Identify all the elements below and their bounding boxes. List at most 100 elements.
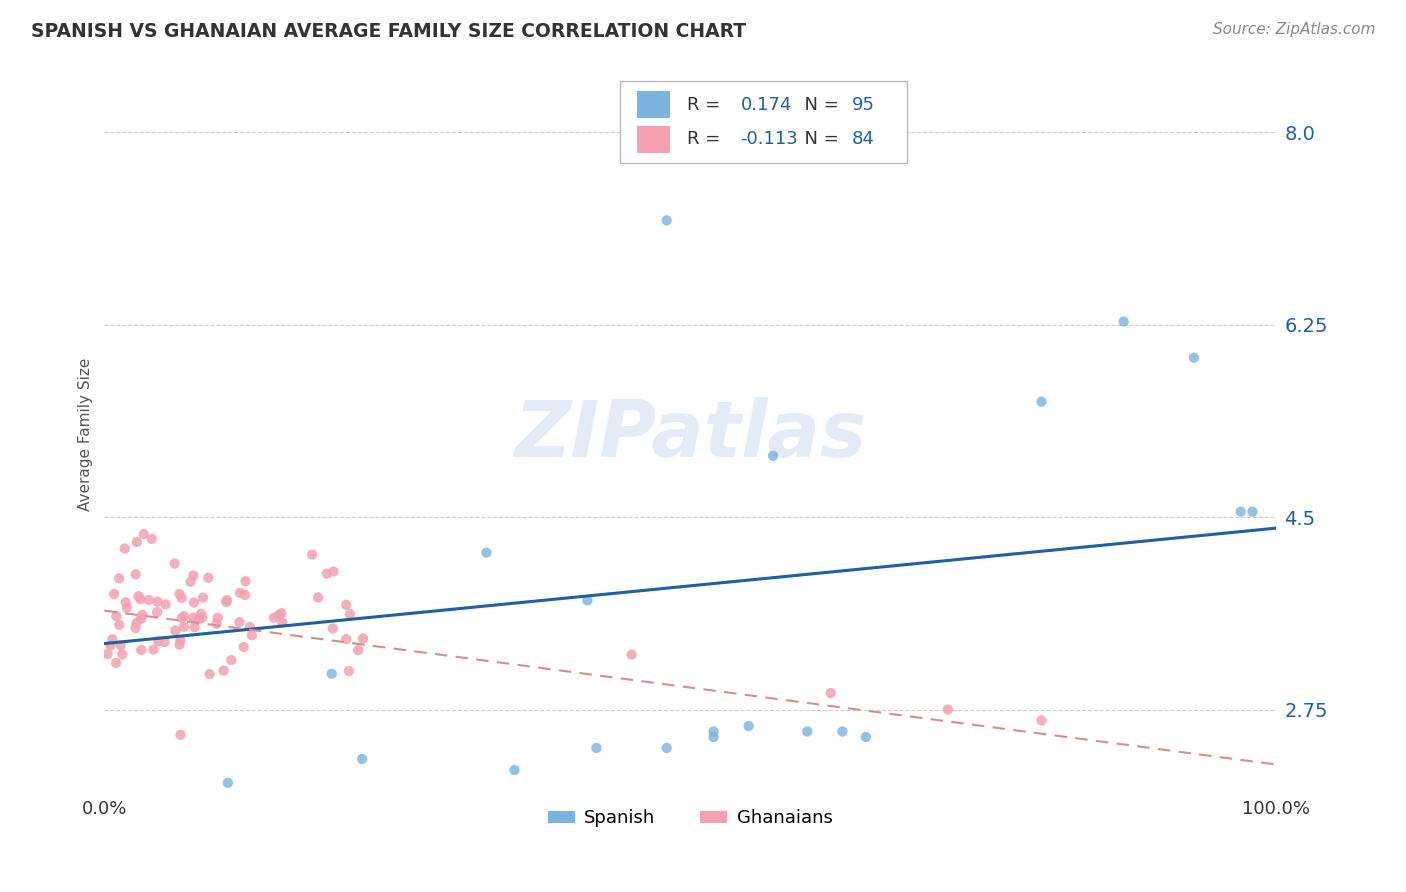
Point [235,574,257,589]
Point [96,647,118,661]
Point [307,591,329,605]
Point [190,607,212,621]
Point [183,620,205,634]
Point [229,586,252,600]
Point [103,587,125,601]
Point [703,730,725,744]
Point [267,608,290,623]
Point [111,648,134,662]
Point [205,616,228,631]
Text: R =: R = [686,95,725,114]
Text: N =: N = [793,95,845,114]
Point [576,593,599,607]
Point [321,666,343,681]
Point [163,557,186,571]
Point [129,643,152,657]
Point [131,607,153,622]
Point [207,611,229,625]
Point [146,605,169,619]
Point [271,615,294,630]
Point [169,587,191,601]
Point [1112,314,1135,328]
Point [183,595,205,609]
Y-axis label: Average Family Size: Average Family Size [79,358,93,511]
Point [183,611,205,625]
Point [169,638,191,652]
Point [655,741,678,756]
Point [335,632,357,647]
Point [183,568,205,582]
Point [655,213,678,227]
Point [129,612,152,626]
Point [191,610,214,624]
Point [215,593,238,607]
Text: 0.174: 0.174 [741,95,792,114]
Point [1229,505,1251,519]
FancyBboxPatch shape [620,81,907,163]
Point [347,643,370,657]
Point [217,776,239,790]
Point [1031,394,1053,409]
Point [322,565,344,579]
FancyBboxPatch shape [637,126,671,153]
Point [738,719,761,733]
Point [232,640,254,654]
Point [138,593,160,607]
Point [100,639,122,653]
Point [125,616,148,631]
Point [215,595,238,609]
Point [170,611,193,625]
Point [335,598,357,612]
Point [124,621,146,635]
Point [114,595,136,609]
Point [352,632,374,646]
Point [142,642,165,657]
Point [228,615,250,629]
Point [173,609,195,624]
Point [197,571,219,585]
Text: 95: 95 [852,95,875,114]
Point [270,606,292,620]
Point [125,535,148,549]
Point [503,763,526,777]
Point [180,574,202,589]
Point [115,600,138,615]
Point [831,724,853,739]
Point [233,588,256,602]
Text: Source: ZipAtlas.com: Source: ZipAtlas.com [1212,22,1375,37]
Point [141,532,163,546]
Point [212,664,235,678]
Point [124,567,146,582]
Point [1182,351,1205,365]
Point [820,686,842,700]
Point [155,598,177,612]
FancyBboxPatch shape [637,91,671,119]
Point [762,449,785,463]
Point [475,546,498,560]
Point [169,728,191,742]
Text: N =: N = [793,130,845,148]
Point [169,633,191,648]
Point [173,620,195,634]
Text: ZIPatlas: ZIPatlas [515,397,866,473]
Point [301,548,323,562]
Point [108,618,131,632]
Point [191,591,214,605]
Point [132,527,155,541]
Point [1241,505,1264,519]
Point [796,724,818,739]
Point [101,632,124,647]
Point [108,571,131,585]
Point [165,624,187,638]
Text: -0.113: -0.113 [741,130,799,148]
Point [620,648,643,662]
Point [1031,714,1053,728]
Point [322,622,344,636]
Point [170,591,193,605]
Point [110,638,132,652]
Point [128,589,150,603]
Point [855,730,877,744]
Point [240,628,263,642]
Point [104,656,127,670]
Point [352,752,374,766]
